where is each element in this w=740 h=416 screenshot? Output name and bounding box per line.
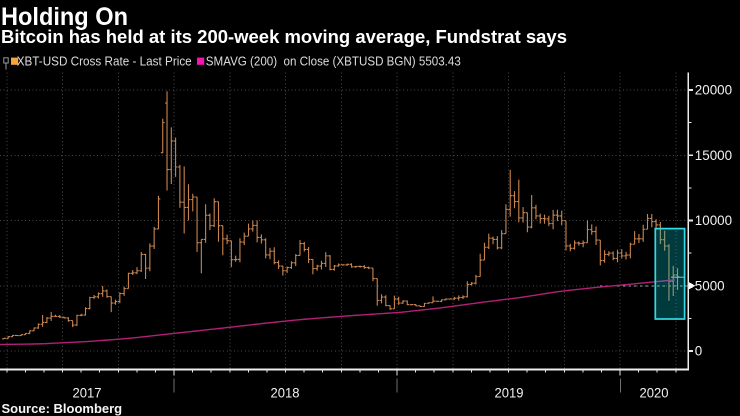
svg-text:2018: 2018	[271, 386, 300, 402]
svg-text:XBT-USD Cross Rate - Last Pric: XBT-USD Cross Rate - Last Price	[17, 54, 192, 68]
svg-text:0: 0	[695, 344, 702, 359]
svg-text:Holding On: Holding On	[1, 3, 128, 31]
svg-text:2019: 2019	[495, 386, 524, 402]
svg-text:5000: 5000	[695, 278, 725, 293]
svg-text:10000: 10000	[695, 213, 732, 228]
svg-text:2020: 2020	[640, 386, 669, 402]
svg-text:Bitcoin has held at its 200-we: Bitcoin has held at its 200-week moving …	[1, 27, 567, 47]
svg-text:Source: Bloomberg: Source: Bloomberg	[2, 401, 123, 416]
svg-text:15000: 15000	[695, 148, 732, 163]
svg-text:2017: 2017	[73, 386, 102, 402]
svg-text:SMAVG (200) on Close (XBTUSD: SMAVG (200) on Close (XBTUSD BGN) 5503.4…	[206, 54, 461, 68]
svg-text:20000: 20000	[695, 83, 732, 98]
